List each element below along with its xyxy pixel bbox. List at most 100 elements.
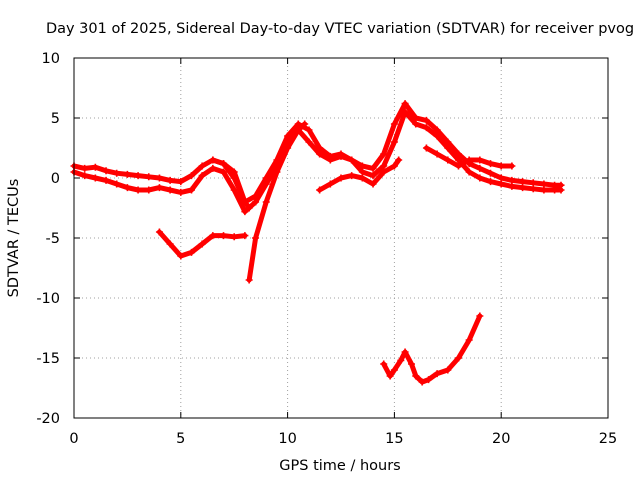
data-point bbox=[397, 356, 405, 364]
data-point bbox=[187, 248, 195, 256]
grid-lines bbox=[74, 58, 608, 418]
data-point bbox=[412, 120, 420, 128]
data-point bbox=[326, 180, 334, 188]
data-point bbox=[358, 168, 366, 176]
data-point bbox=[301, 120, 309, 128]
data-point bbox=[305, 138, 313, 146]
data-point bbox=[91, 174, 99, 182]
data-point bbox=[241, 208, 249, 216]
data-point bbox=[497, 180, 505, 188]
data-point bbox=[241, 198, 249, 206]
data-point bbox=[529, 185, 537, 193]
data-point bbox=[412, 372, 420, 380]
data-point bbox=[369, 180, 377, 188]
data-point bbox=[230, 233, 238, 241]
data-point bbox=[262, 180, 270, 188]
data-point bbox=[395, 156, 403, 164]
data-point bbox=[177, 188, 185, 196]
y-tick-label: -20 bbox=[36, 411, 60, 427]
data-point bbox=[386, 372, 394, 380]
data-point bbox=[113, 180, 121, 188]
data-point bbox=[252, 198, 260, 206]
data-point bbox=[273, 168, 281, 176]
data-point bbox=[177, 252, 185, 260]
series-track-h bbox=[422, 144, 516, 170]
data-point bbox=[220, 232, 228, 240]
data-point bbox=[551, 186, 559, 194]
data-point bbox=[444, 366, 452, 374]
data-point bbox=[123, 170, 131, 178]
data-point bbox=[209, 156, 217, 164]
y-tick-label: -15 bbox=[36, 351, 60, 367]
y-tick-label: -10 bbox=[36, 291, 60, 307]
data-point bbox=[425, 376, 433, 384]
data-point bbox=[497, 162, 505, 170]
data-point bbox=[454, 156, 462, 164]
data-point bbox=[102, 176, 110, 184]
data-point bbox=[294, 126, 302, 134]
data-point bbox=[390, 120, 398, 128]
data-point bbox=[220, 160, 228, 168]
data-point bbox=[476, 156, 484, 164]
data-point bbox=[390, 138, 398, 146]
data-point bbox=[166, 176, 174, 184]
data-point bbox=[390, 162, 398, 170]
data-point bbox=[326, 156, 334, 164]
x-axis-label: GPS time / hours bbox=[279, 458, 400, 474]
data-point bbox=[401, 348, 409, 356]
data-point bbox=[380, 162, 388, 170]
data-point bbox=[145, 173, 153, 181]
data-point bbox=[284, 144, 292, 152]
data-point bbox=[380, 150, 388, 158]
data-point bbox=[155, 174, 163, 182]
data-point bbox=[220, 168, 228, 176]
data-point bbox=[401, 108, 409, 116]
data-point bbox=[557, 186, 565, 194]
data-point bbox=[487, 178, 495, 186]
data-point bbox=[134, 172, 142, 180]
data-point bbox=[81, 164, 89, 172]
data-point bbox=[113, 169, 121, 177]
data-point bbox=[241, 232, 249, 240]
data-point bbox=[418, 378, 426, 386]
x-tick-label: 20 bbox=[492, 431, 510, 447]
series-track-g bbox=[380, 312, 484, 386]
data-point bbox=[444, 156, 452, 164]
chart-title: Day 301 of 2025, Sidereal Day-to-day VTE… bbox=[46, 21, 634, 37]
data-point bbox=[454, 354, 462, 362]
data-point bbox=[476, 174, 484, 182]
data-point bbox=[422, 124, 430, 132]
data-point bbox=[209, 232, 217, 240]
data-point bbox=[540, 186, 548, 194]
series-track-e bbox=[245, 120, 309, 284]
x-tick-label: 5 bbox=[176, 431, 185, 447]
data-point bbox=[198, 162, 206, 170]
data-point bbox=[508, 162, 516, 170]
data-point bbox=[433, 370, 441, 378]
data-point bbox=[348, 172, 356, 180]
data-point bbox=[454, 162, 462, 170]
y-tick-label: 10 bbox=[42, 51, 60, 67]
x-tick-label: 25 bbox=[599, 431, 617, 447]
data-point bbox=[476, 164, 484, 172]
data-point bbox=[465, 156, 473, 164]
series-track-f bbox=[316, 156, 403, 194]
y-tick-label: -5 bbox=[46, 231, 60, 247]
data-point bbox=[519, 184, 527, 192]
series-trace bbox=[381, 313, 483, 385]
series-track-b bbox=[70, 108, 565, 216]
axes: 0 5 10 15 20 25 -20 -15 -10 -5 0 5 10 bbox=[36, 51, 617, 447]
data-point bbox=[166, 240, 174, 248]
x-tick-label: 15 bbox=[385, 431, 403, 447]
data-point bbox=[407, 360, 415, 368]
data-point bbox=[337, 152, 345, 160]
series-track-d bbox=[155, 228, 249, 260]
data-point bbox=[245, 204, 253, 212]
data-point bbox=[187, 186, 195, 194]
y-axis-label: SDTVAR / TECUs bbox=[6, 179, 22, 298]
data-point bbox=[134, 186, 142, 194]
data-point bbox=[508, 176, 516, 184]
data-point bbox=[519, 178, 527, 186]
data-point bbox=[465, 168, 473, 176]
